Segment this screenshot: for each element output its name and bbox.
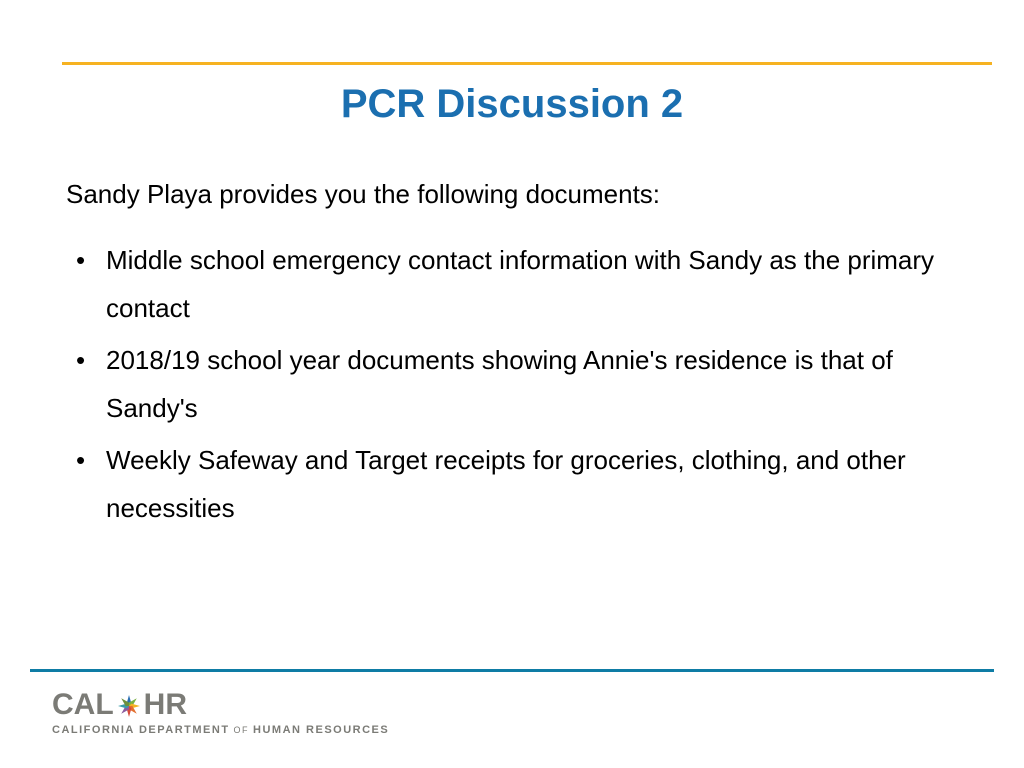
intro-text: Sandy Playa provides you the following d… <box>66 170 954 218</box>
logo-sub-right: HUMAN RESOURCES <box>253 724 389 736</box>
star-icon <box>117 694 141 718</box>
logo-hr-text: HR <box>144 688 187 722</box>
logo-subtext: CALIFORNIA DEPARTMENT OF HUMAN RESOURCES <box>52 724 389 736</box>
logo-cal-text: CAL <box>52 688 114 722</box>
list-item: Weekly Safeway and Target receipts for g… <box>66 436 954 532</box>
calhr-logo: CAL HR CALIFORNIA DEPARTMENT OF HUMAN RE… <box>52 688 389 736</box>
page-title: PCR Discussion 2 <box>0 82 1024 127</box>
body-text: Sandy Playa provides you the following d… <box>66 170 954 536</box>
list-item: 2018/19 school year documents showing An… <box>66 336 954 432</box>
logo-sub-left: CALIFORNIA DEPARTMENT <box>52 724 230 736</box>
top-rule <box>62 62 992 65</box>
bullet-list: Middle school emergency contact informat… <box>66 236 954 532</box>
logo-sub-of: OF <box>230 725 254 735</box>
list-item: Middle school emergency contact informat… <box>66 236 954 332</box>
logo-top-row: CAL HR <box>52 688 389 722</box>
bottom-rule <box>30 669 994 672</box>
slide: PCR Discussion 2 Sandy Playa provides yo… <box>0 0 1024 768</box>
